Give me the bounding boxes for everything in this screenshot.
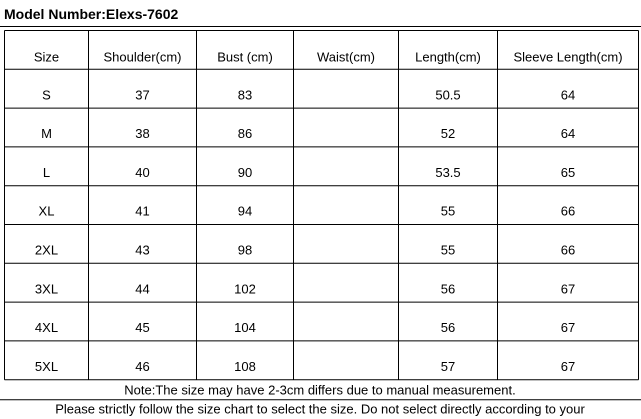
size-label: 4XL <box>35 320 58 335</box>
cell: 57 <box>441 359 455 374</box>
cell: 64 <box>561 87 575 102</box>
column-header: Shoulder(cm) <box>103 50 181 65</box>
cell: 67 <box>561 281 575 296</box>
cell: 67 <box>561 359 575 374</box>
cell: 55 <box>441 204 455 219</box>
cell: 55 <box>441 243 455 258</box>
cell: 46 <box>135 359 149 374</box>
cell: 94 <box>238 204 252 219</box>
cell: 66 <box>561 243 575 258</box>
size-label: S <box>42 87 51 102</box>
cell: 41 <box>135 204 149 219</box>
cell: 102 <box>234 281 256 296</box>
cell: 83 <box>238 87 252 102</box>
column-header: Waist(cm) <box>317 50 375 65</box>
cell: 50.5 <box>435 87 460 102</box>
cell: 98 <box>238 243 252 258</box>
cell: 37 <box>135 87 149 102</box>
size-label: 3XL <box>35 281 58 296</box>
cell: 65 <box>561 165 575 180</box>
size-label: 2XL <box>35 243 58 258</box>
cell: 38 <box>135 126 149 141</box>
size-label: 5XL <box>35 359 58 374</box>
column-header: Bust (cm) <box>217 50 273 65</box>
model-title: Model Number:Elexs-7602 <box>4 6 178 22</box>
cell: 44 <box>135 281 149 296</box>
note: Note:The size may have 2-3cm differs due… <box>124 383 515 398</box>
cell: 104 <box>234 320 256 335</box>
cell: 56 <box>441 320 455 335</box>
cell: 45 <box>135 320 149 335</box>
cell: 64 <box>561 126 575 141</box>
cell: 67 <box>561 320 575 335</box>
cell: 108 <box>234 359 256 374</box>
cell: 53.5 <box>435 165 460 180</box>
cell: 56 <box>441 281 455 296</box>
size-label: XL <box>39 204 55 219</box>
cell: 90 <box>238 165 252 180</box>
cell: 43 <box>135 243 149 258</box>
size-label: M <box>41 126 52 141</box>
size-label: L <box>43 165 50 180</box>
note: Please strictly follow the size chart to… <box>55 402 585 417</box>
cell: 86 <box>238 126 252 141</box>
cell: 52 <box>441 126 455 141</box>
cell: 40 <box>135 165 149 180</box>
column-header: Size <box>34 50 59 65</box>
column-header: Sleeve Length(cm) <box>513 50 622 65</box>
cell: 66 <box>561 204 575 219</box>
column-header: Length(cm) <box>415 50 481 65</box>
